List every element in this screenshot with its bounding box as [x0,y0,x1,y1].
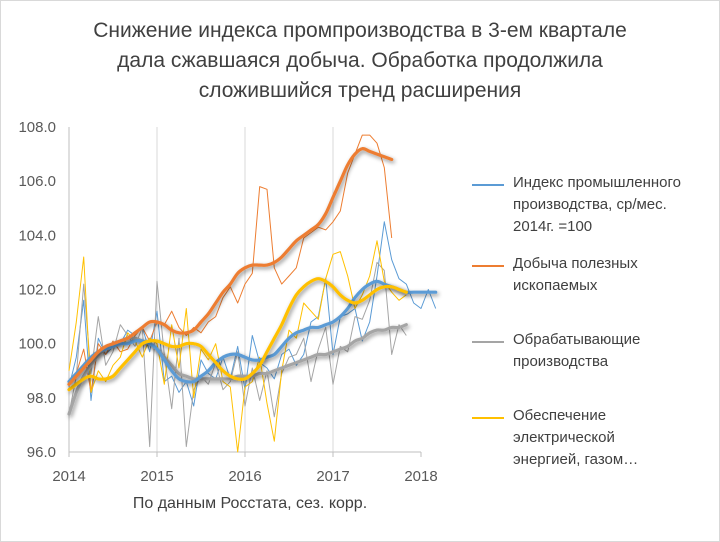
y-tick-label-104.0: 104.0 [18,227,56,244]
x-tick-label-2015: 2015 [140,468,173,485]
legend-label-mining: Добыча полезных ископаемых [513,255,638,294]
axes [68,127,422,457]
trend-line-electricity [67,277,408,392]
legend-swatch-electricity [472,417,504,419]
x-tick-label-2017: 2017 [316,468,349,485]
monthly-series-lines [68,134,437,453]
x-tick-label-2016: 2016 [228,468,261,485]
legend-swatch-manufacturing [472,341,504,343]
legend-swatch-industrial-index [472,184,504,186]
chart-title: Снижение индекса промпроизводства в 3-ем… [93,19,627,102]
trend-lines [67,147,438,416]
series-line-manufacturing [68,261,407,448]
series-line-mining [68,134,393,393]
legend-label-electricity: Обеспечение электрической энергией, газо… [513,407,639,468]
x-tick-label-2014: 2014 [52,468,85,485]
y-tick-label-102.0: 102.0 [18,282,56,299]
trend-line-mining [67,147,394,386]
x-tick-label-2018: 2018 [404,468,437,485]
y-tick-label-106.0: 106.0 [18,173,56,190]
tick-labels: 2014 2015 2016 2017 2018 96.0 98.0 100.0 102.0 10… [18,119,437,485]
legend-label-manufacturing: Обрабатывающие производства [513,331,641,370]
y-tick-label-98.0: 98.0 [27,390,56,407]
legend-label-industrial-index: Индекс промышленного производства, ср/ме… [513,174,681,235]
y-tick-label-96.0: 96.0 [27,444,56,461]
trend-line-industrial-index [67,279,438,384]
legend-swatch-mining [472,265,504,267]
series-line-industrial-index [68,221,437,407]
y-tick-label-108.0: 108.0 [18,119,56,136]
y-tick-label-100.0: 100.0 [18,336,56,353]
source-note: По данным Росстата, сез. корр. [132,495,368,512]
